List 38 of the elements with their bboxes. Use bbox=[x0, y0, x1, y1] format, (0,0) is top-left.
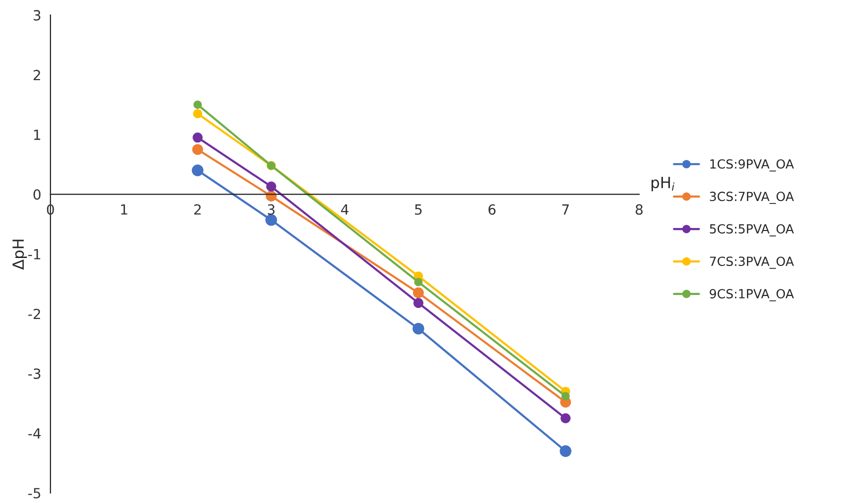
x-tick-label: 8 bbox=[636, 204, 643, 215]
y-tick-label: 1 bbox=[34, 130, 40, 140]
x-tick-label: 6 bbox=[488, 204, 496, 215]
y-tick-label: -3 bbox=[28, 368, 40, 379]
y-tick-label: -1 bbox=[28, 249, 40, 260]
x-tick-label: 7 bbox=[562, 204, 569, 215]
point bbox=[561, 392, 570, 400]
point bbox=[560, 445, 572, 457]
point bbox=[192, 164, 204, 176]
x-tick-label: 1 bbox=[121, 204, 128, 215]
point bbox=[413, 298, 424, 308]
point bbox=[192, 132, 203, 143]
point bbox=[193, 109, 202, 118]
x-tick-label: 4 bbox=[341, 204, 348, 215]
point bbox=[412, 322, 424, 335]
point bbox=[266, 182, 276, 192]
point bbox=[192, 144, 204, 155]
x-tick-label: 5 bbox=[415, 204, 422, 215]
y-tick-label: -2 bbox=[28, 308, 40, 320]
legend-label: 5CS:5PVA_OA bbox=[710, 224, 794, 236]
point bbox=[560, 413, 571, 424]
point bbox=[265, 214, 278, 226]
y-axis-title: ΔpH bbox=[12, 240, 27, 270]
x-tick-label: 2 bbox=[194, 204, 201, 215]
legend-label: 1CS:9PVA_OA bbox=[710, 159, 794, 172]
y-tick-label: 2 bbox=[34, 70, 40, 80]
y-tick-label: -5 bbox=[28, 488, 40, 498]
y-tick-label: 0 bbox=[34, 189, 41, 200]
y-tick-label: 3 bbox=[34, 10, 40, 21]
legend-label: 9CS:1PVA_OA bbox=[710, 289, 794, 302]
point bbox=[193, 100, 202, 109]
y-tick-label: -4 bbox=[28, 428, 41, 438]
x-tick-label: 3 bbox=[268, 204, 275, 215]
point bbox=[412, 287, 424, 298]
legend-label: 7CS:3PVA_OA bbox=[710, 256, 794, 269]
legend-label: 3CS:7PVA_OA bbox=[710, 192, 794, 204]
point bbox=[414, 278, 423, 286]
x-axis-title: pH$_{i}$ bbox=[652, 176, 674, 192]
